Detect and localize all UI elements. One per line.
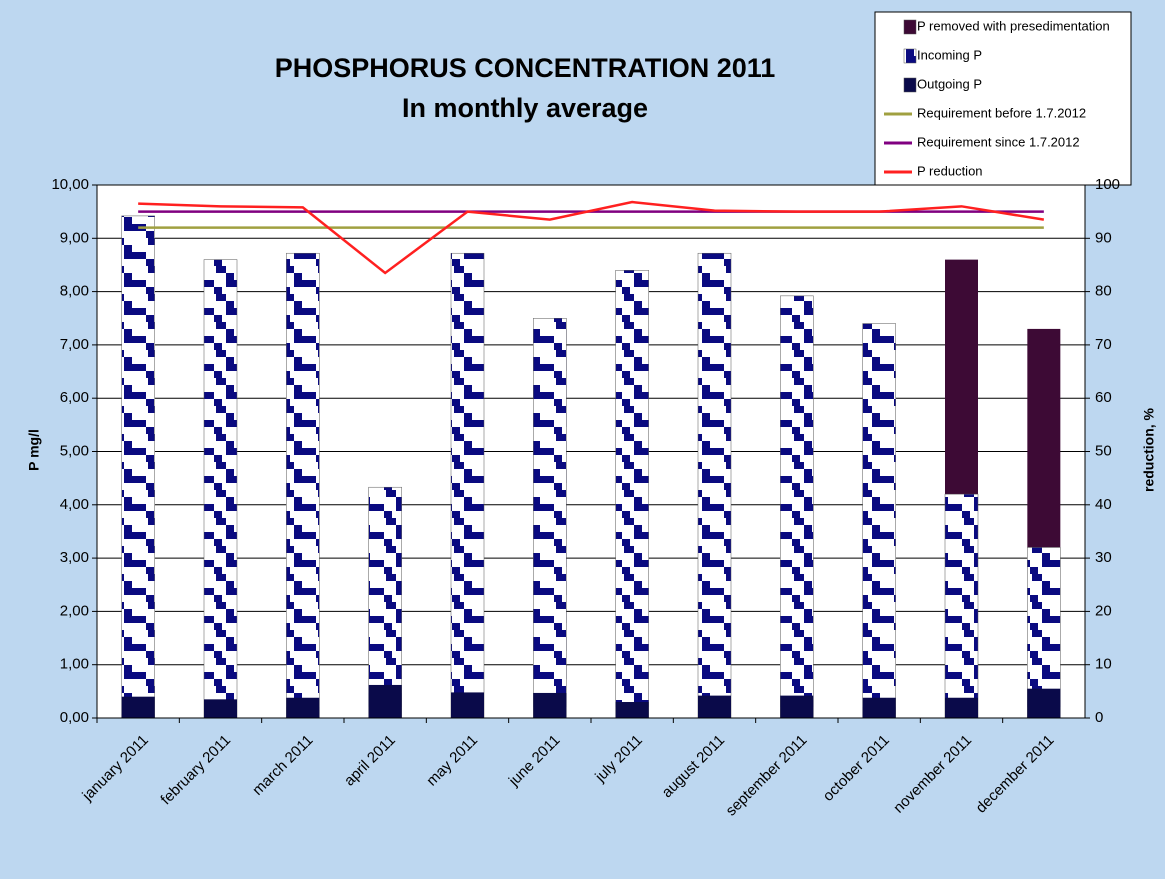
y2-tick-label: 0 [1095,709,1103,726]
y-tick-label: 3,00 [60,549,89,566]
bar [945,697,978,718]
legend-swatch [903,77,917,93]
bar [944,493,979,719]
legend-label: Incoming P [917,47,982,62]
x-tick-label: july 2011 [591,732,645,786]
bar [204,699,237,718]
bar [286,697,320,718]
bar [450,252,485,719]
chart-subtitle: In monthly average [402,93,648,123]
y-tick-label: 1,00 [60,656,89,673]
bar [697,252,732,719]
chart-title: PHOSPHORUS CONCENTRATION 2011 [275,53,776,83]
bar [1027,328,1061,548]
bar [203,259,238,719]
legend-label: Requirement since 1.7.2012 [917,134,1080,149]
y2-tick-label: 70 [1095,336,1112,353]
y2-tick-label: 20 [1095,602,1112,619]
y2-tick-label: 10 [1095,656,1112,673]
x-tick-label: december 2011 [973,732,1058,817]
legend-label: P removed with presedimentation [917,18,1110,33]
y-tick-label: 10,00 [51,176,89,193]
legend-box [874,11,1132,186]
y2-tick-label: 100 [1095,176,1120,193]
bar [533,318,567,719]
x-tick-label: august 2011 [659,732,729,802]
y2-tick-label: 40 [1095,496,1112,513]
legend-label: P reduction [917,163,983,178]
bar [862,697,896,718]
bar [1027,688,1061,718]
y-tick-label: 8,00 [60,283,89,300]
y2-tick-label: 90 [1095,229,1112,246]
bar [121,215,155,719]
bar [615,702,649,718]
bar [368,486,402,719]
y-tick-label: 7,00 [60,336,89,353]
y-tick-label: 5,00 [60,442,89,459]
bar [862,323,896,719]
x-tick-label: april 2011 [341,732,399,790]
bar [368,684,402,718]
y-axis-title: P mg/l [26,429,42,471]
bar [780,695,814,718]
y-tick-label: 4,00 [60,496,89,513]
y-tick-label: 9,00 [60,229,89,246]
y-tick-label: 2,00 [60,602,89,619]
bar [615,270,649,719]
legend-label: Outgoing P [917,76,982,91]
y-tick-label: 0,00 [60,709,89,726]
x-tick-label: june 2011 [505,732,564,791]
bar [533,692,567,718]
y2-tick-label: 50 [1095,442,1112,459]
legend-label: Requirement before 1.7.2012 [917,105,1086,120]
x-tick-label: september 2011 [723,732,811,820]
x-tick-label: march 2011 [249,732,316,799]
bar [451,692,484,718]
bar [945,259,978,495]
x-tick-label: january 2011 [79,732,152,805]
line-series [138,200,1045,275]
y2-tick-label: 80 [1095,283,1112,300]
y2-axis-title: reduction, % [1141,407,1157,492]
legend-swatch [903,48,917,64]
x-tick-label: february 2011 [157,732,234,809]
bar [121,696,155,718]
x-tick-label: november 2011 [890,732,975,817]
y2-tick-label: 30 [1095,549,1112,566]
bar [698,695,731,718]
bar [780,295,814,719]
x-tick-label: may 2011 [423,732,481,790]
legend-swatch [903,19,917,35]
x-tick-label: october 2011 [820,732,893,805]
bar [286,252,320,719]
y2-tick-label: 60 [1095,389,1112,406]
y-tick-label: 6,00 [60,389,89,406]
